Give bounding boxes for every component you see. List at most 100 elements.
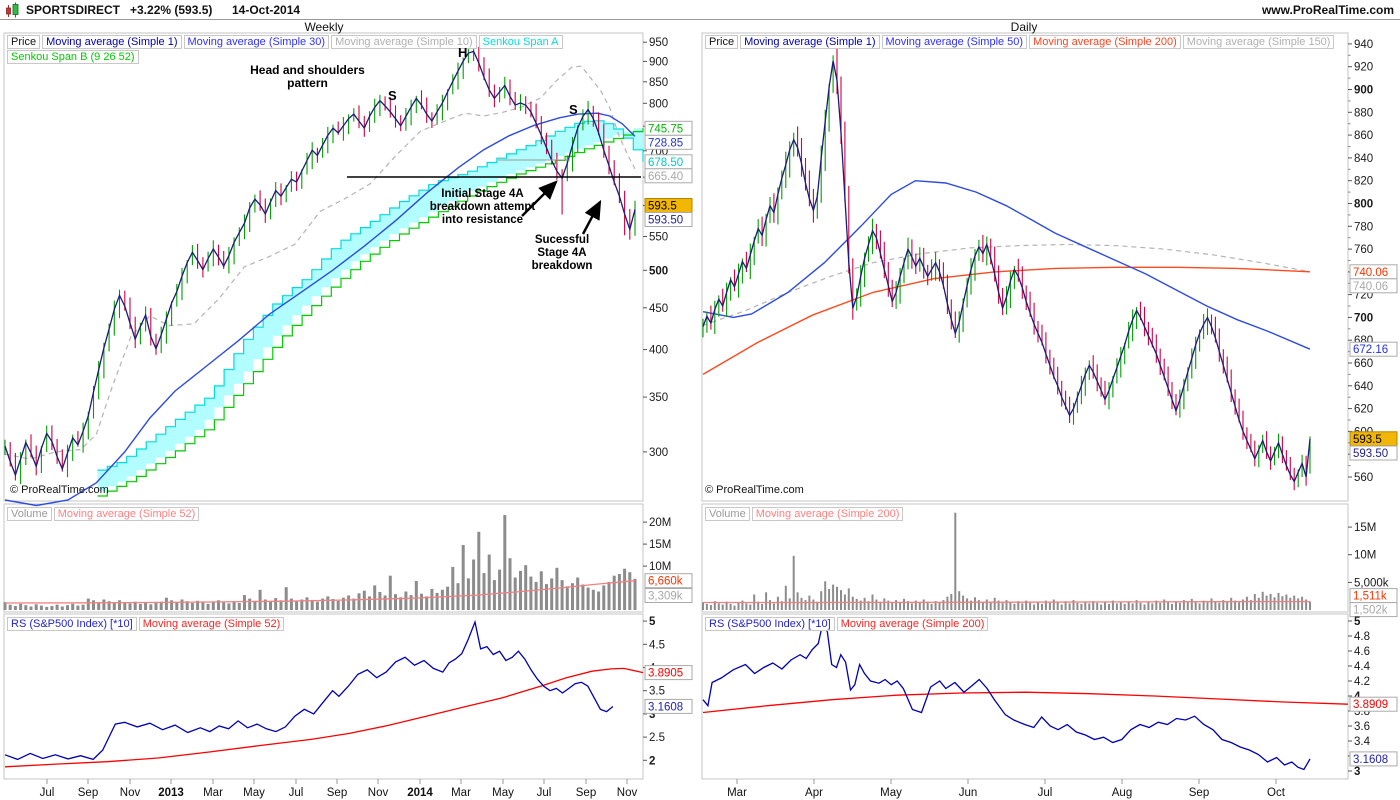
volume-bar [1210, 598, 1213, 610]
volume-bar [1281, 596, 1284, 610]
legend-item[interactable]: Senkou Span A [478, 35, 563, 49]
volume-legend: Volume Moving average (Simple 52) [7, 507, 200, 522]
volume-bar [970, 600, 972, 610]
volume-bar [800, 597, 803, 610]
legend-item[interactable]: Moving average (Simple 200) [836, 617, 989, 631]
volume-bar [1171, 603, 1173, 610]
volume-bar [446, 586, 450, 610]
volume-bar [529, 576, 533, 610]
volume-bar [1178, 602, 1181, 610]
volume-bar [482, 573, 486, 610]
axis-value-box [644, 665, 693, 681]
volume-bar [1060, 604, 1063, 610]
volume-bar [513, 577, 517, 610]
legend-item[interactable]: Moving average (Simple 10) [331, 35, 477, 49]
axis-tick-label: 2 [649, 755, 655, 767]
volume-bar [50, 606, 54, 610]
legend-item[interactable]: RS (S&P500 Index) [*10] [705, 617, 835, 631]
volume-bar [222, 602, 226, 610]
close-price-line [702, 60, 1311, 483]
legend-item[interactable]: Moving average (Simple 200) [751, 507, 904, 521]
volume-bar [792, 555, 795, 610]
legend-item[interactable]: Moving average (Simple 50) [881, 35, 1028, 49]
legend-item[interactable]: RS (S&P500 Index) [*10] [7, 617, 137, 631]
axis-tick-label: 700 [1354, 312, 1373, 324]
legend-item[interactable]: Moving average (Simple 1) [740, 35, 880, 49]
volume-bar [721, 604, 724, 610]
axis-value-box-label: 6,660k [648, 576, 683, 588]
volume-bar [824, 581, 827, 610]
legend-item[interactable]: Price [7, 35, 41, 49]
legend-item[interactable]: Moving average (Simple 30) [183, 35, 330, 49]
prorealtime-link[interactable]: www.ProRealTime.com [1261, 3, 1394, 17]
volume-bar [1084, 601, 1087, 610]
legend-item[interactable]: Senkou Span B (9 26 52) [7, 50, 139, 64]
legend-item[interactable]: Price [705, 35, 739, 49]
x-axis-label: Sep [1189, 787, 1209, 799]
volume-bar [409, 595, 413, 610]
legend-item[interactable]: Volume [7, 507, 52, 521]
label-right-shoulder-s: S [569, 102, 578, 117]
volume-bar [404, 591, 408, 610]
volume-bar [855, 598, 858, 610]
annotation-successful-breakdown: Sucessful Stage 4A breakdown [531, 234, 593, 272]
volume-bar [451, 566, 455, 610]
volume-bar [702, 602, 704, 610]
volume-bar [713, 601, 716, 610]
chart-plot-area[interactable] [703, 33, 1348, 779]
moving-average-line [702, 243, 1311, 326]
volume-bar [1301, 596, 1304, 610]
volume-bar [820, 591, 823, 610]
volume-bar [357, 593, 361, 610]
volume-bar [863, 597, 866, 610]
senkou-span-a-line [97, 120, 644, 471]
volume-bar [1131, 603, 1134, 610]
volume-bar [399, 597, 403, 610]
axis-value-box-label: 740.06 [1353, 267, 1388, 279]
volume-bar [1123, 603, 1126, 610]
volume-bar [24, 605, 28, 610]
legend-item[interactable]: Moving average (Simple 150) [1182, 35, 1335, 49]
volume-bar [1151, 603, 1154, 610]
volume-bar [1245, 596, 1248, 610]
volume-bar [1111, 600, 1114, 610]
volume-bar [1100, 604, 1103, 610]
volume-bar [430, 588, 434, 610]
volume-bar [1143, 604, 1146, 610]
volume-bar [269, 601, 272, 610]
legend-item[interactable]: Moving average (Simple 200) [1029, 35, 1181, 49]
volume-bar [709, 605, 712, 610]
x-axis-label: Nov [120, 787, 141, 799]
volume-bar [749, 604, 752, 610]
volume-bar [352, 598, 356, 610]
axis-tick-label: 350 [649, 392, 668, 404]
volume-bar [942, 600, 945, 610]
volume-bar [859, 600, 862, 610]
x-axis-label: Sep [576, 787, 596, 799]
volume-bar [274, 598, 278, 610]
x-axis-label: 2013 [158, 787, 184, 799]
legend-item[interactable]: Moving average (Simple 52) [138, 617, 285, 631]
axis-value-box-label: 593.50 [1353, 448, 1388, 460]
volume-bar [1206, 602, 1209, 610]
volume-bar [741, 600, 744, 610]
volume-bar [1068, 603, 1071, 610]
legend-item[interactable]: Volume [705, 507, 750, 521]
volume-bar [321, 598, 325, 610]
volume-bar [498, 569, 502, 610]
volume-bar [1261, 591, 1264, 610]
axis-tick-label: 10M [1354, 550, 1376, 562]
rs-line [4, 619, 614, 761]
volume-bar [170, 600, 174, 610]
axis-tick-label: 5,000k [1354, 577, 1389, 589]
axis-value-box [1349, 445, 1398, 461]
legend-item[interactable]: Moving average (Simple 52) [53, 507, 200, 521]
volume-bar [414, 581, 418, 610]
volume-bar [164, 597, 168, 610]
volume-bar [934, 601, 937, 610]
axis-value-box-label: 1,502k [1353, 605, 1388, 617]
label-head-h: H [458, 45, 468, 60]
legend-item[interactable]: Moving average (Simple 1) [42, 35, 182, 49]
volume-bar [899, 602, 902, 610]
